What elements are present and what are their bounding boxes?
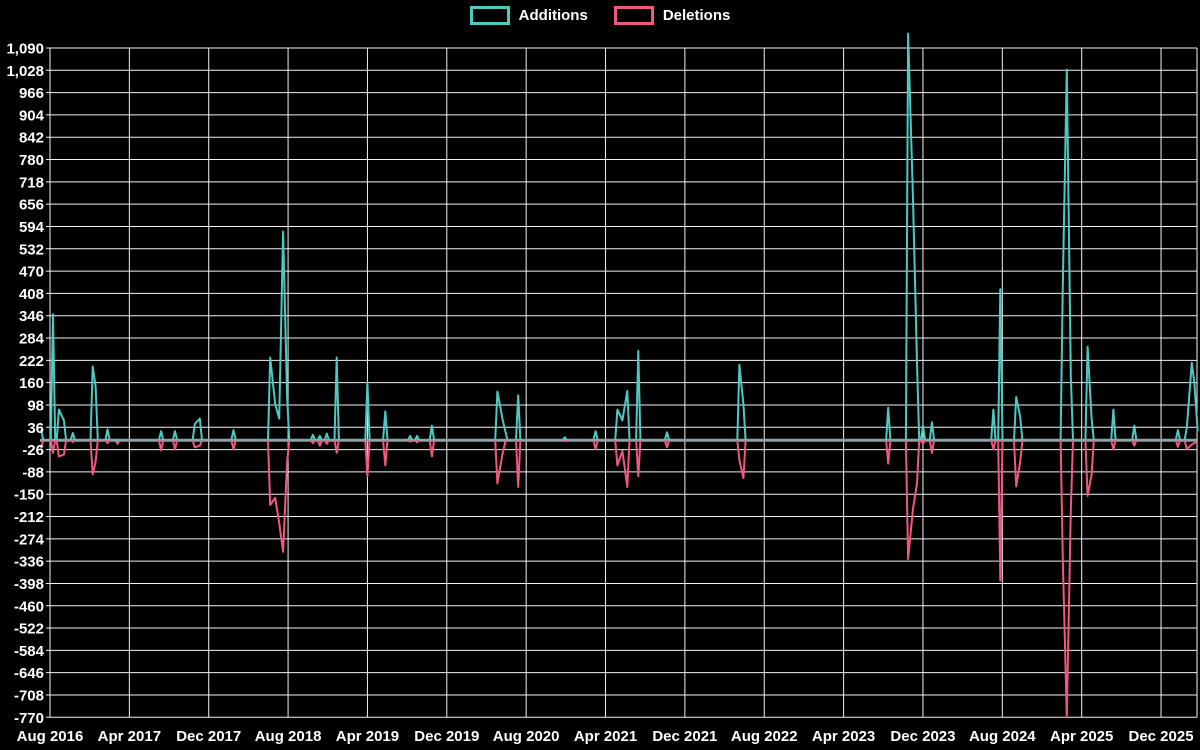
y-tick-label: 1,028 [6,63,44,80]
x-tick-label: Apr 2017 [98,728,161,745]
x-tick-label: Dec 2019 [414,728,479,745]
y-tick-label: -150 [14,487,44,504]
x-tick-label: Aug 2016 [17,728,84,745]
x-tick-label: Aug 2020 [493,728,560,745]
additions-line [40,32,1199,442]
y-tick-label: 98 [27,397,44,414]
y-tick-label: 656 [19,197,44,214]
y-tick-label: 346 [19,308,44,325]
y-tick-label: -274 [14,531,45,548]
x-tick-label: Apr 2025 [1050,728,1113,745]
y-tick-label: 222 [19,353,44,370]
legend-item-deletions[interactable]: Deletions [613,6,731,25]
y-tick-label: -708 [14,687,44,704]
y-tick-label: 36 [27,420,44,437]
x-tick-label: Dec 2023 [890,728,955,745]
y-tick-label: 532 [19,241,44,258]
x-tick-label: Apr 2021 [574,728,637,745]
y-tick-label: 718 [19,174,44,191]
x-tick-label: Dec 2021 [652,728,717,745]
x-tick-label: Dec 2025 [1129,728,1194,745]
x-tick-label: Aug 2018 [255,728,322,745]
deletions-swatch-icon [613,6,654,25]
y-tick-label: -522 [14,621,44,638]
legend-label-additions: Additions [518,7,588,24]
legend-item-additions[interactable]: Additions [469,6,588,25]
y-tick-label: -584 [14,643,45,660]
y-tick-label: 160 [19,375,44,392]
chart-legend: Additions Deletions [0,6,1200,25]
y-tick-label: 842 [19,130,44,147]
y-tick-label: 284 [19,331,45,348]
y-tick-label: -26 [22,442,44,459]
y-tick-label: 1,090 [6,41,44,58]
y-tick-label: -398 [14,576,44,593]
x-tick-label: Apr 2023 [812,728,875,745]
y-tick-label: -212 [14,509,44,526]
x-tick-label: Aug 2024 [969,728,1036,745]
additions-swatch-icon [469,6,510,25]
x-tick-label: Aug 2022 [731,728,798,745]
y-tick-label: -646 [14,665,44,682]
y-tick-label: 904 [19,107,45,124]
y-tick-label: -770 [14,710,44,727]
x-tick-label: Dec 2017 [176,728,241,745]
y-tick-label: 408 [19,286,44,303]
y-tick-label: 594 [19,219,45,236]
y-tick-label: 966 [19,85,44,102]
deletions-line [40,439,1199,719]
y-tick-label: 780 [19,152,44,169]
y-tick-label: -460 [14,598,44,615]
legend-label-deletions: Deletions [662,7,731,24]
x-tick-label: Apr 2019 [336,728,399,745]
y-tick-label: -88 [22,464,44,481]
y-tick-label: -336 [14,554,44,571]
y-tick-label: 470 [19,264,44,281]
